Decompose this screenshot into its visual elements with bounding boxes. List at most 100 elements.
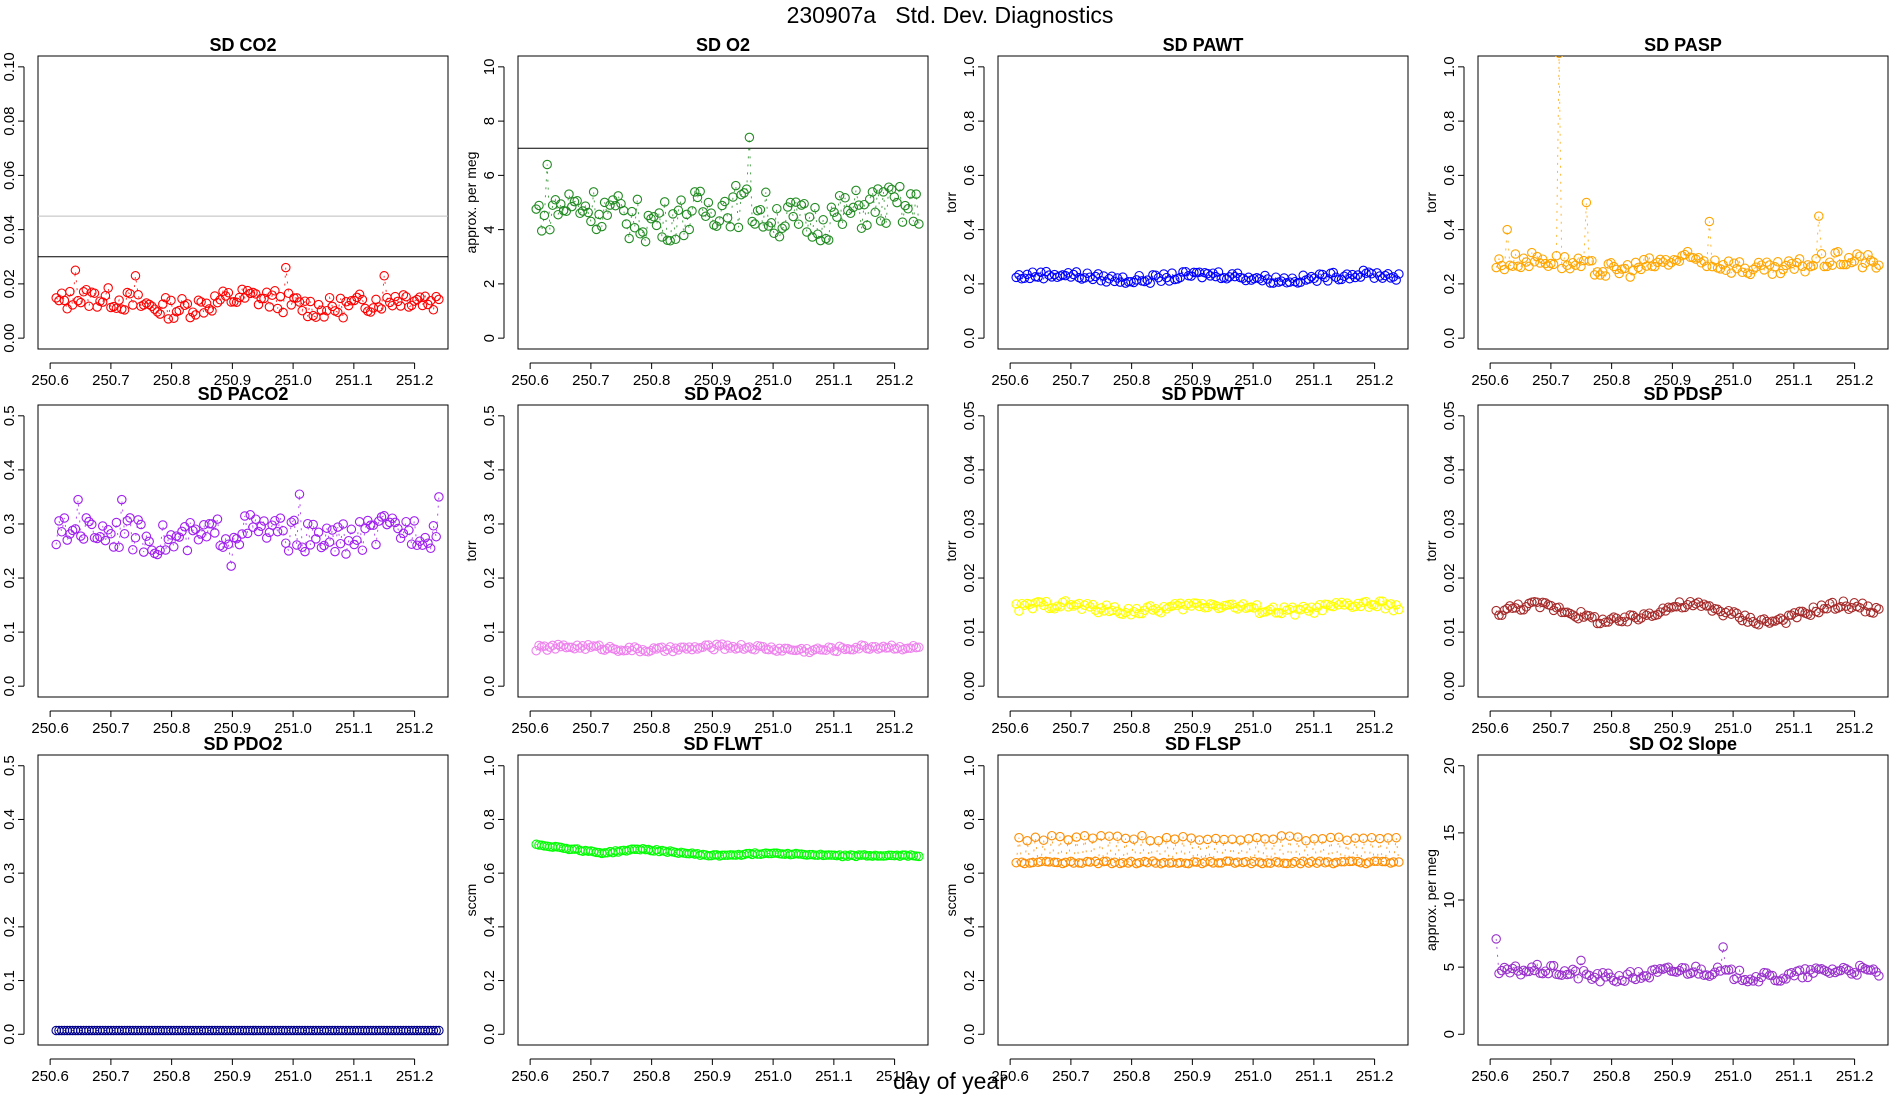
data-point	[1068, 269, 1079, 280]
x-tick-label: 250.7	[1532, 720, 1570, 737]
data-point	[807, 232, 818, 242]
data-point	[646, 645, 656, 656]
data-point	[1797, 606, 1808, 617]
data-point	[1762, 257, 1772, 267]
data-point	[393, 523, 403, 534]
data-point	[130, 271, 141, 281]
data-point	[632, 643, 643, 654]
x-tick-label: 250.9	[694, 372, 732, 389]
x-tick-label: 250.7	[1532, 1068, 1570, 1085]
y-tick-label: 0.2	[1441, 273, 1458, 294]
data-point	[1565, 969, 1575, 979]
data-point	[1142, 275, 1153, 285]
data-point	[815, 645, 826, 655]
data-point	[1764, 618, 1775, 628]
data-point	[1268, 602, 1278, 613]
data-point	[188, 307, 198, 317]
data-point	[231, 297, 242, 308]
data-point	[1630, 974, 1641, 985]
data-point	[605, 641, 615, 652]
y-tick-label: 0.4	[961, 916, 978, 937]
data-point	[594, 209, 604, 220]
data-point	[1358, 833, 1369, 844]
data-point	[556, 199, 566, 209]
data-point	[1312, 602, 1322, 613]
data-point	[1696, 964, 1706, 974]
data-point	[305, 540, 316, 550]
data-point	[769, 228, 779, 239]
data-point	[270, 286, 280, 296]
y-tick-label: 0.04	[1441, 455, 1458, 484]
page-title: 230907a Std. Dev. Diagnostics	[786, 2, 1114, 28]
data-point	[352, 292, 362, 303]
data-point	[1600, 617, 1611, 627]
data-point	[905, 189, 916, 199]
data-point	[1085, 272, 1095, 282]
y-tick-label: 0.8	[1441, 111, 1458, 132]
data-point	[420, 532, 430, 543]
panel-title: SD PAWT	[1163, 35, 1244, 55]
data-point	[1361, 596, 1371, 607]
data-point	[122, 516, 133, 526]
y-tick-label: 0.2	[961, 273, 978, 294]
data-point	[580, 201, 591, 211]
data-point	[406, 539, 417, 549]
x-tick-label: 251.2	[1356, 720, 1394, 737]
data-point	[750, 219, 760, 229]
data-point	[884, 182, 894, 192]
data-point	[1874, 260, 1884, 270]
data-point	[621, 219, 632, 229]
y-tick-label: 1.0	[961, 755, 978, 776]
data-point	[149, 304, 160, 314]
data-point	[583, 207, 593, 218]
data-point	[588, 641, 599, 651]
y-tick-label: 6	[481, 171, 498, 179]
data-point	[1055, 831, 1065, 842]
data-point	[1762, 968, 1772, 978]
data-point	[722, 213, 733, 223]
y-tick-label: 0.1	[1, 970, 18, 991]
data-point	[84, 301, 94, 312]
x-tick-label: 250.8	[1113, 372, 1151, 389]
data-point	[711, 221, 722, 231]
data-point	[434, 294, 444, 305]
data-point	[1701, 261, 1712, 272]
data-point	[1740, 610, 1750, 621]
data-point	[1041, 596, 1052, 607]
data-point	[823, 235, 834, 245]
y-tick-label: 0.6	[961, 863, 978, 884]
data-point	[313, 299, 324, 310]
data-point	[1770, 262, 1780, 272]
y-tick-label: 15	[1441, 825, 1458, 842]
data-point	[889, 192, 900, 202]
data-point	[237, 284, 247, 295]
data-point	[638, 227, 648, 237]
data-point	[572, 196, 582, 206]
data-point	[119, 305, 130, 315]
x-tick-label: 251.2	[396, 720, 434, 737]
y-tick-label: 0.02	[961, 563, 978, 592]
data-point	[862, 220, 872, 230]
data-point	[1260, 834, 1270, 844]
data-point	[212, 297, 223, 308]
plot-frame	[997, 754, 1409, 1046]
data-point	[242, 285, 253, 296]
data-point	[640, 236, 651, 247]
data-point	[141, 531, 152, 542]
y-tick-label: 10	[1441, 892, 1458, 909]
data-point	[404, 525, 414, 535]
x-tick-label: 250.9	[1174, 1068, 1212, 1085]
data-point	[1510, 249, 1521, 259]
data-point	[545, 224, 555, 235]
x-tick-label: 250.8	[633, 372, 671, 389]
data-point	[1394, 269, 1404, 279]
data-point	[207, 519, 217, 529]
data-point	[722, 640, 733, 651]
data-point	[1693, 252, 1704, 263]
data-point	[777, 223, 787, 234]
data-point	[1639, 254, 1649, 265]
panel-sd-o2-slope: SD O2 Slope 0 5 10 15 20 approx. per meg 250.6 2…	[1423, 734, 1889, 1085]
data-point	[881, 218, 891, 228]
